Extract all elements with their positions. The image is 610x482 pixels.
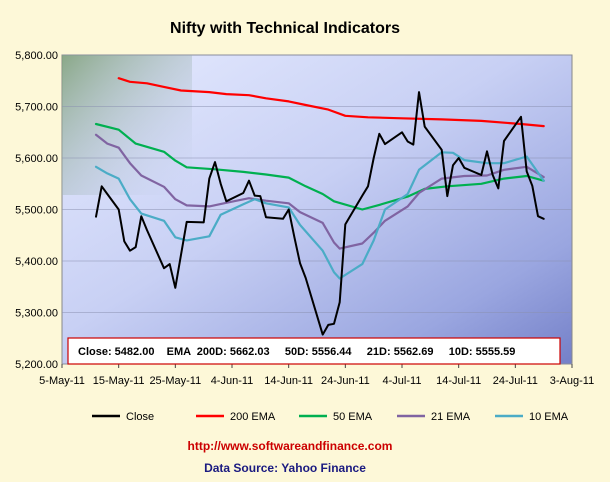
legend-label: Close — [126, 411, 154, 423]
x-tick-label: 25-May-11 — [149, 375, 201, 387]
plot-area-corner-shade — [62, 55, 192, 195]
series-line-21-ema — [94, 133, 545, 250]
series-line-50-ema — [94, 122, 545, 211]
x-tick-label: 14-Jun-11 — [264, 375, 313, 387]
y-axis-ticks: 5,200.00 5,300.00 5,400.00 5,500.00 5,600.00… — [15, 50, 58, 371]
info-box — [67, 337, 561, 365]
legend-label: 50 EMA — [333, 411, 373, 423]
footer-url[interactable]: http://www.softwareandfinance.com — [188, 439, 393, 453]
x-tick-label: 4-Jun-11 — [211, 375, 254, 387]
x-tick-label: 5-May-11 — [39, 375, 85, 387]
x-axis-ticks: 5-May-11 15-May-11 25-May-11 4-Jun-11 14-Jun… — [39, 364, 594, 387]
y-tick-label: 5,400.00 — [15, 256, 58, 268]
x-tick-label: 24-Jul-11 — [493, 375, 538, 387]
y-tick-label: 5,300.00 — [15, 308, 58, 320]
info-box-text: Close: 5482.00 EMA 200D: 5662.03 50D: 55… — [78, 346, 515, 358]
y-tick-label: 5,500.00 — [15, 205, 58, 217]
x-tick-label: 14-Jul-11 — [436, 375, 481, 387]
y-tick-label: 5,600.00 — [15, 153, 58, 165]
series-line-10-ema — [94, 151, 545, 280]
legend: Close 200 EMA 50 EMA 21 EMA 10 EMA — [92, 411, 569, 423]
series-line-200-ema — [117, 77, 545, 128]
legend-label: 10 EMA — [529, 411, 569, 423]
legend-label: 21 EMA — [431, 411, 471, 423]
footer-source: Data Source: Yahoo Finance — [204, 461, 366, 475]
y-tick-label: 5,800.00 — [15, 50, 58, 62]
series-lines — [94, 77, 545, 336]
x-tick-label: 3-Aug-11 — [550, 375, 594, 387]
x-tick-label: 4-Jul-11 — [383, 375, 422, 387]
y-tick-label: 5,200.00 — [15, 359, 58, 371]
series-line-close — [95, 91, 545, 336]
chart-title: Nifty with Technical Indicators — [170, 20, 400, 37]
legend-label: 200 EMA — [230, 411, 276, 423]
x-tick-label: 15-May-11 — [93, 375, 145, 387]
y-tick-label: 5,700.00 — [15, 102, 58, 114]
x-tick-label: 24-Jun-11 — [321, 375, 370, 387]
